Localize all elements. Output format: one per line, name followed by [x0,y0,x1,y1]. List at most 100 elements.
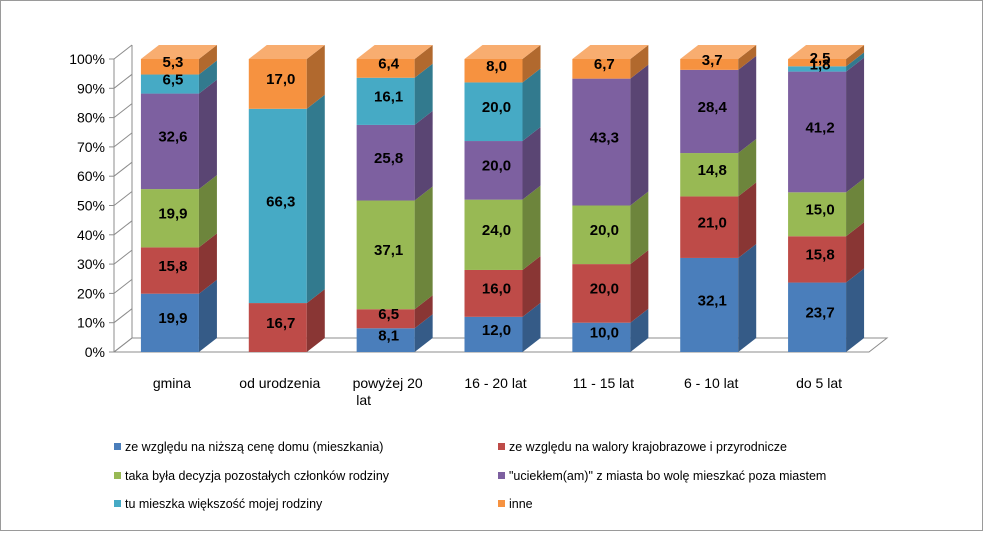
legend-swatch [114,500,121,507]
data-label: 20,0 [590,281,619,298]
bar-side [522,45,541,83]
legend-swatch [114,443,121,450]
x-category-line: lat [356,392,371,408]
y-tick-depth-line [113,308,133,324]
bar-front [572,205,631,265]
bar-top [356,45,433,59]
x-category-label: 11 - 15 lat [573,375,634,391]
bar-segment [680,55,757,154]
bar-front [788,66,847,72]
bar-side [846,52,865,72]
y-tick-depth-line [113,44,133,60]
data-label: 32,6 [158,129,187,146]
y-tick-label: 80% [77,110,105,126]
bar-segment [356,186,433,310]
bar-front [140,93,199,190]
y-tick-label: 50% [77,198,105,214]
bar-front [248,59,307,109]
bar-side [414,63,433,125]
data-label: 43,3 [590,129,619,146]
bar-top [464,45,541,59]
bar-segment [356,314,433,352]
bar-side [738,139,757,197]
y-tick-label: 100% [69,51,105,67]
y-tick-label: 40% [77,227,105,243]
bar-front [356,200,415,310]
data-label: 3,7 [702,52,723,69]
data-label: 1,8 [810,56,831,73]
data-label: 5,3 [162,54,183,71]
data-label: 6,4 [378,56,400,73]
bar-segment [140,45,217,75]
bar-segment [464,185,541,270]
bar-front [140,74,199,94]
bar-side [846,222,865,283]
bar-side [414,295,433,329]
bar-front [464,82,523,142]
bar-segment [356,295,433,329]
bar-side [630,250,649,323]
bar-front [356,77,415,125]
data-label: 14,8 [698,162,727,179]
legend-swatch [114,472,121,479]
bar-side [630,308,649,352]
data-labels: 19,915,819,932,66,55,316,766,317,08,16,5… [158,50,834,344]
x-category-label: od urodzenia [239,375,320,391]
bar-side [198,60,217,94]
data-label: 15,8 [158,258,187,275]
data-label: 16,1 [374,89,403,106]
bar-top [248,45,325,59]
data-label: 6,5 [162,71,183,88]
bar-segment [680,243,757,352]
data-label: 19,9 [158,206,187,223]
bar-segment [464,127,541,200]
bar-front [356,309,415,329]
legend-swatch [498,443,505,450]
data-label: 10,0 [590,325,619,342]
data-label: 21,0 [698,215,727,232]
y-tick-depth-line [113,73,133,89]
data-label: 16,7 [266,315,295,332]
legend-label: ze względu na niższą cenę domu (mieszkan… [125,440,383,454]
bar-side [306,94,325,304]
bar-side [414,186,433,310]
bar-segment [248,94,325,304]
bar-segment [788,268,865,352]
bar-side [846,178,865,237]
y-tick-depth-line [113,279,133,294]
data-label: 28,4 [698,99,728,116]
data-label: 6,5 [378,306,399,323]
bar-front [788,59,847,67]
x-category-line: gmina [153,375,191,391]
y-tick-label: 30% [77,256,105,272]
bar-segment [464,68,541,142]
bar-segment [680,139,757,197]
bar-segment [140,79,217,190]
bar-front [464,269,523,317]
bar-front [572,59,631,79]
x-axis-categories: gmina od urodzenia powyżej 20 lat 16 - 20 la… [153,375,842,408]
bar-segment [680,45,757,70]
bar-front [680,196,739,258]
legend-item: inne [498,497,533,511]
bar-segment [680,182,757,258]
data-label: 6,7 [594,56,615,73]
legend-item: ze względu na niższą cenę domu (mieszkan… [114,440,383,454]
bar-segment [356,63,433,125]
bar-segment [356,45,433,78]
data-label: 15,0 [805,202,834,219]
data-label: 17,0 [266,71,295,88]
x-category-label: powyżej 20 lat [353,375,423,408]
x-category-label: 6 - 10 lat [684,375,739,391]
bar-segment [140,279,217,352]
bar-front [464,316,523,352]
bar-segment [572,45,649,79]
bar-front [788,282,847,352]
bar-segment [140,60,217,94]
bar-side [630,191,649,265]
bar-side [198,79,217,190]
bar-front [788,236,847,283]
bar-segment [140,233,217,294]
bar-side [198,175,217,248]
